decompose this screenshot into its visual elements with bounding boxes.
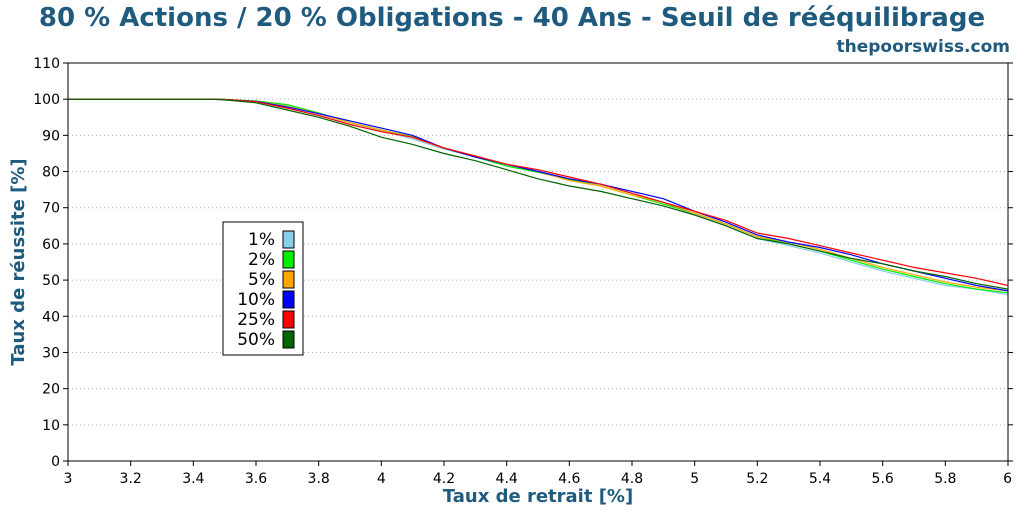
x-tick-label: 3.6	[245, 471, 267, 487]
x-tick-label: 5	[690, 471, 699, 487]
x-tick-label: 4	[377, 471, 386, 487]
series-line-10pct	[68, 98, 1009, 292]
series-lines	[68, 98, 1009, 296]
x-tick-label: 3.4	[182, 471, 204, 487]
x-axis-ticks: 3 3.2 3.4 3.6 3.8 4 4.2 4.4 4.6 4.8 5 5.2 5.4 5.6 5.8 6	[64, 461, 1012, 487]
y-axis-label: Taux de réussite [%]	[8, 158, 29, 365]
legend-label: 10%	[237, 290, 275, 310]
watermark-site: thepoorswiss.com	[837, 37, 1011, 57]
series-line-2pct	[68, 98, 1009, 294]
series-line-5pct	[68, 98, 1009, 292]
legend-label: 25%	[237, 310, 275, 330]
legend-label: 1%	[248, 230, 275, 250]
y-tick-label: 30	[42, 345, 60, 361]
y-tick-label: 0	[51, 454, 60, 470]
plot-area-frame	[67, 62, 1009, 462]
y-tick-label: 40	[42, 309, 60, 325]
y-tick-label: 90	[42, 128, 60, 144]
y-tick-label: 50	[42, 273, 60, 289]
legend-label: 50%	[237, 330, 275, 350]
x-tick-label: 3.2	[120, 471, 142, 487]
x-tick-label: 5.2	[746, 471, 768, 487]
gridlines	[68, 98, 1008, 426]
y-tick-label: 110	[33, 56, 60, 72]
x-tick-label: 6	[1003, 471, 1012, 487]
y-tick-label: 70	[42, 201, 60, 217]
x-tick-label: 4.4	[496, 471, 518, 487]
legend-label: 5%	[248, 270, 275, 290]
x-tick-label: 4.6	[558, 471, 580, 487]
legend-swatch	[282, 310, 295, 329]
legend-swatch	[282, 230, 295, 249]
x-tick-label: 5.8	[934, 471, 956, 487]
legend-swatch	[282, 330, 295, 349]
x-axis-label: Taux de retrait [%]	[443, 486, 633, 507]
legend-swatch	[282, 270, 295, 289]
legend-swatch	[282, 290, 295, 309]
x-tick-label: 5.6	[872, 471, 894, 487]
chart-title: 80 % Actions / 20 % Obligations - 40 Ans…	[39, 3, 985, 33]
x-tick-label: 4.2	[433, 471, 455, 487]
x-tick-label: 4.8	[621, 471, 643, 487]
series-line-25pct	[68, 98, 1009, 287]
legend: 1%2%5%10%25%50%	[222, 221, 304, 356]
y-tick-label: 20	[42, 382, 60, 398]
y-tick-label: 60	[42, 237, 60, 253]
x-tick-label: 3.8	[308, 471, 330, 487]
legend-swatch	[282, 250, 295, 269]
legend-label: 2%	[248, 250, 275, 270]
x-tick-label: 5.4	[809, 471, 831, 487]
y-tick-label: 80	[42, 165, 60, 181]
x-tick-label: 3	[64, 471, 73, 487]
y-axis-ticks: 0 10 20 30 40 50 60 70 80 90 100 110	[33, 56, 1013, 470]
y-tick-label: 10	[42, 418, 60, 434]
series-line-50pct	[68, 98, 1009, 290]
y-tick-label: 100	[33, 92, 60, 108]
